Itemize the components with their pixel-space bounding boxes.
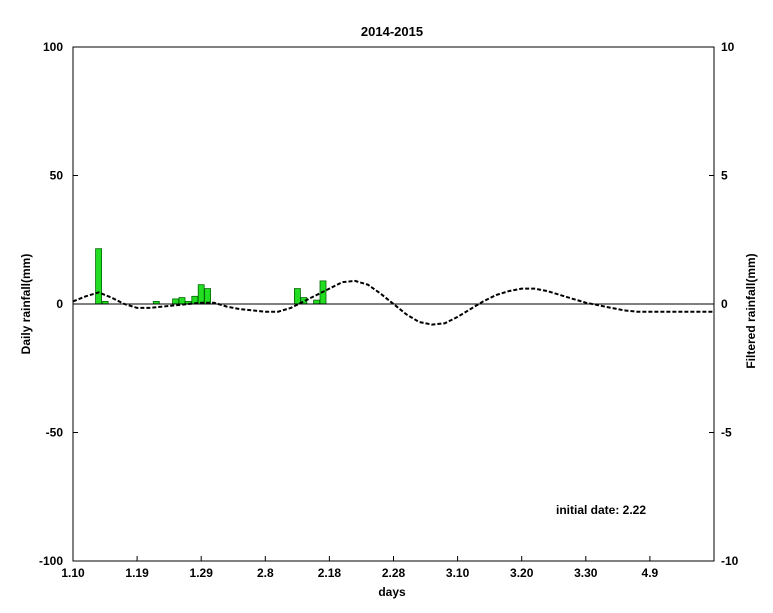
chart-title: 2014-2015: [361, 24, 423, 39]
x-tick-label: 1.19: [125, 566, 149, 580]
right-y-axis-ticks: 10 5 0 -5 -10: [709, 40, 739, 568]
y-tick-label: 50: [50, 169, 64, 183]
x-axis-label: days: [378, 585, 406, 599]
rainfall-bar: [178, 297, 186, 305]
filtered-rainfall-line: [72, 279, 714, 326]
x-tick-label: 3.10: [446, 566, 470, 580]
rainfall-bar: [293, 288, 301, 305]
x-tick-label: 1.29: [190, 566, 214, 580]
x-tick-label: 3.30: [574, 566, 598, 580]
y-tick-label: -50: [46, 426, 64, 440]
y-tick-label: 0: [56, 297, 63, 311]
y2-tick-label: -10: [721, 554, 739, 568]
x-axis-ticks: 1.10 1.19 1.29 2.8 2.18 2.28 3.10 3.20 3.30 4.9: [61, 556, 659, 580]
rainfall-bar: [172, 298, 180, 305]
y2-tick-label: 5: [721, 169, 728, 183]
rainfall-bar: [204, 288, 212, 305]
rainfall-bar: [313, 299, 321, 305]
x-tick-label: 2.18: [318, 566, 342, 580]
x-tick-label: 2.8: [257, 566, 274, 580]
right-y-axis-label: Filtered rainfall(mm): [744, 253, 758, 368]
x-tick-label: 3.20: [510, 566, 534, 580]
y-tick-label: -100: [39, 554, 63, 568]
x-tick-label: 4.9: [642, 566, 659, 580]
initial-date-annotation: initial date: 2.22: [556, 503, 646, 517]
y2-tick-label: -5: [721, 426, 732, 440]
left-y-axis-label: Daily rainfall(mm): [19, 254, 33, 355]
x-tick-label: 1.10: [61, 566, 85, 580]
x-tick-label: 2.28: [382, 566, 406, 580]
left-y-axis-ticks: 100 50 0 -50 -100: [39, 40, 78, 568]
y2-tick-label: 10: [721, 40, 735, 54]
y-tick-label: 100: [43, 40, 63, 54]
rainfall-bar: [95, 248, 102, 305]
y2-tick-label: 0: [721, 297, 728, 311]
rainfall-bar: [197, 284, 205, 305]
